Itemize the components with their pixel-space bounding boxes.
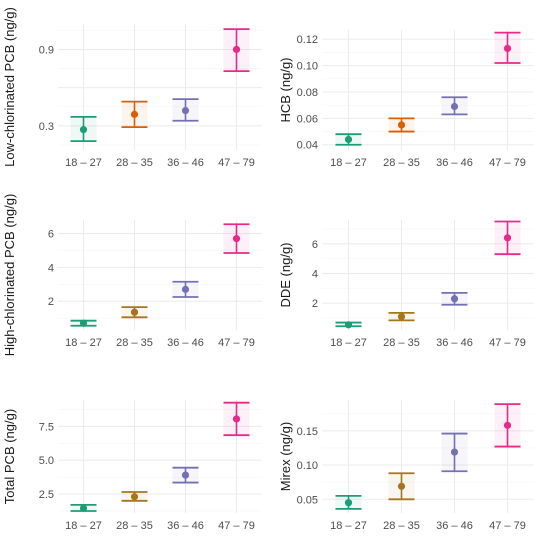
panel-2: 0.04 0.06 0.08 0.10 0.12 18 – 27 28 – 35 36 – 4… (278, 30, 534, 169)
mean-point (181, 285, 190, 293)
y-axis-title: DDE (ng/g) (278, 242, 293, 307)
x-tick-label: 47 – 79 (489, 337, 526, 349)
x-tick-label: 18 – 27 (330, 520, 367, 532)
panel-3: 2 4 6 18 – 27 28 – 35 36 – 46 47 – 79 High-chlo… (2, 194, 262, 357)
x-tick-label: 36 – 46 (167, 337, 204, 349)
mean-point (232, 45, 241, 54)
x-tick-label: 47 – 79 (218, 337, 255, 349)
y-tick-label: 0.9 (39, 44, 54, 56)
x-tick-label: 28 – 35 (383, 337, 420, 349)
y-tick-label: 2 (312, 298, 318, 310)
x-tick-label: 28 – 35 (116, 520, 153, 532)
y-tick-label: 0.08 (297, 87, 318, 99)
x-tick-label: 47 – 79 (218, 520, 255, 532)
y-tick-label: 6 (48, 229, 54, 241)
mean-point (232, 415, 241, 423)
y-tick-label: 4 (48, 262, 54, 274)
y-axis-title: Low-chlorinated PCB (ng/g) (2, 7, 17, 167)
mean-point (450, 295, 459, 303)
x-tick-label: 28 – 35 (116, 157, 153, 169)
y-tick-label: 6 (312, 239, 318, 251)
x-tick-label: 36 – 46 (436, 157, 473, 169)
mean-point (503, 234, 512, 242)
mean-point (181, 471, 190, 479)
x-tick-label: 28 – 35 (383, 157, 420, 169)
y-tick-label: 0.12 (297, 34, 318, 46)
y-axis-title: High-chlorinated PCB (ng/g) (2, 194, 17, 357)
mean-point (130, 493, 139, 501)
x-tick-label: 28 – 35 (116, 337, 153, 349)
mean-point (503, 44, 512, 53)
mean-point (450, 102, 459, 111)
x-tick-label: 18 – 27 (330, 337, 367, 349)
mean-point (397, 482, 406, 490)
panel-4: 2 4 6 18 – 27 28 – 35 36 – 46 47 – 79 DDE (ng/g… (278, 220, 534, 349)
panel-6: 0.05 0.10 0.15 18 – 27 28 – 35 36 – 46 47 – 79… (278, 400, 534, 532)
x-tick-label: 18 – 27 (65, 520, 102, 532)
mean-point (344, 321, 353, 329)
mean-point (130, 110, 139, 118)
mean-point (79, 504, 88, 512)
x-tick-label: 47 – 79 (489, 520, 526, 532)
mean-point (397, 313, 406, 321)
x-tick-label: 47 – 79 (489, 157, 526, 169)
y-tick-label: 4 (312, 269, 318, 281)
y-tick-label: 2.5 (39, 489, 54, 501)
y-tick-label: 0.04 (297, 140, 318, 152)
y-tick-label: 0.15 (297, 426, 318, 438)
mean-point (450, 448, 459, 456)
y-tick-label: 7.5 (39, 421, 54, 433)
y-axis-title: Total PCB (ng/g) (2, 409, 17, 504)
mean-point (181, 106, 190, 115)
panel-5: 2.5 5.0 7.5 18 – 27 28 – 35 36 – 46 47 – 79 Tot… (2, 400, 262, 532)
y-tick-label: 0.3 (39, 121, 54, 133)
y-tick-label: 0.05 (297, 494, 318, 506)
x-tick-label: 36 – 46 (167, 157, 204, 169)
x-tick-label: 36 – 46 (436, 337, 473, 349)
mean-point (397, 121, 406, 129)
mean-point (130, 308, 139, 316)
y-tick-label: 0.06 (297, 113, 318, 125)
x-tick-label: 18 – 27 (65, 157, 102, 169)
mean-point (344, 499, 353, 507)
mean-point (79, 126, 88, 134)
mean-point (79, 319, 88, 327)
y-tick-label: 0.10 (297, 61, 318, 73)
y-tick-label: 2 (48, 296, 54, 308)
mean-point (344, 135, 353, 144)
x-tick-label: 36 – 46 (167, 520, 204, 532)
x-tick-label: 28 – 35 (383, 520, 420, 532)
x-tick-label: 36 – 46 (436, 520, 473, 532)
mean-point (232, 235, 241, 243)
y-axis-title: Mirex (ng/g) (278, 422, 293, 491)
x-tick-label: 18 – 27 (65, 337, 102, 349)
x-tick-label: 18 – 27 (330, 157, 367, 169)
panel-1: 0.3 0.9 18 – 27 28 – 35 36 – 46 47 – 79 Low-ch… (2, 7, 262, 169)
y-tick-label: 5.0 (39, 455, 54, 467)
y-tick-label: 0.10 (297, 460, 318, 472)
y-axis-title: HCB (ng/g) (278, 57, 293, 122)
x-tick-label: 47 – 79 (218, 157, 255, 169)
mean-point (503, 421, 512, 429)
